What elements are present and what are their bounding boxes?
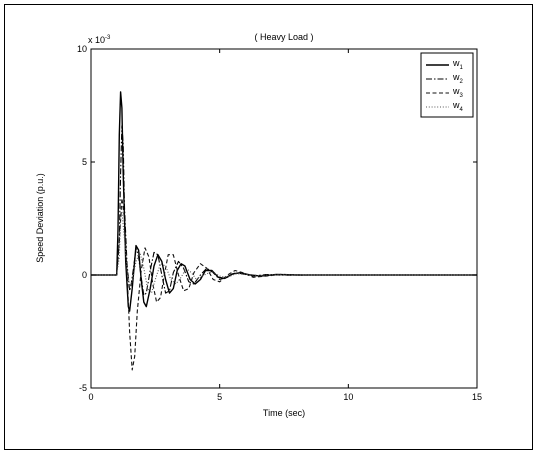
legend-label-3: w3 (452, 86, 464, 99)
legend-label-4: w4 (452, 100, 464, 113)
y-tick-label: -5 (79, 383, 87, 393)
plot-box (90, 48, 478, 389)
y-tick-label: 0 (82, 270, 87, 280)
y-exponent-power: -3 (105, 35, 111, 41)
y-tick-label: 5 (82, 157, 87, 167)
legend-box (420, 52, 474, 118)
x-tick-label: 10 (343, 392, 353, 402)
legend-label-1: w1 (452, 58, 464, 71)
y-exponent-base: x 10 (88, 35, 105, 45)
figure-frame: 0 5 10 15 -5 0 5 10 ( Heavy Load ) Time (sec) S… (4, 4, 533, 450)
y-exponent: x 10-3 (88, 35, 111, 45)
plot-lines (91, 91, 477, 371)
x-tick-label: 5 (217, 392, 222, 402)
y-axis-label: Speed Deviation (p.u.) (35, 173, 45, 263)
series-line-2 (91, 125, 477, 296)
chart-title: ( Heavy Load ) (254, 32, 313, 42)
x-tick-label: 15 (472, 392, 482, 402)
series-line-3 (91, 197, 477, 371)
x-tick-label: 0 (88, 392, 93, 402)
x-axis-label: Time (sec) (263, 408, 305, 418)
series-line-4 (91, 211, 477, 294)
y-tick-label: 10 (77, 44, 87, 54)
legend-label-2: w2 (452, 72, 464, 85)
